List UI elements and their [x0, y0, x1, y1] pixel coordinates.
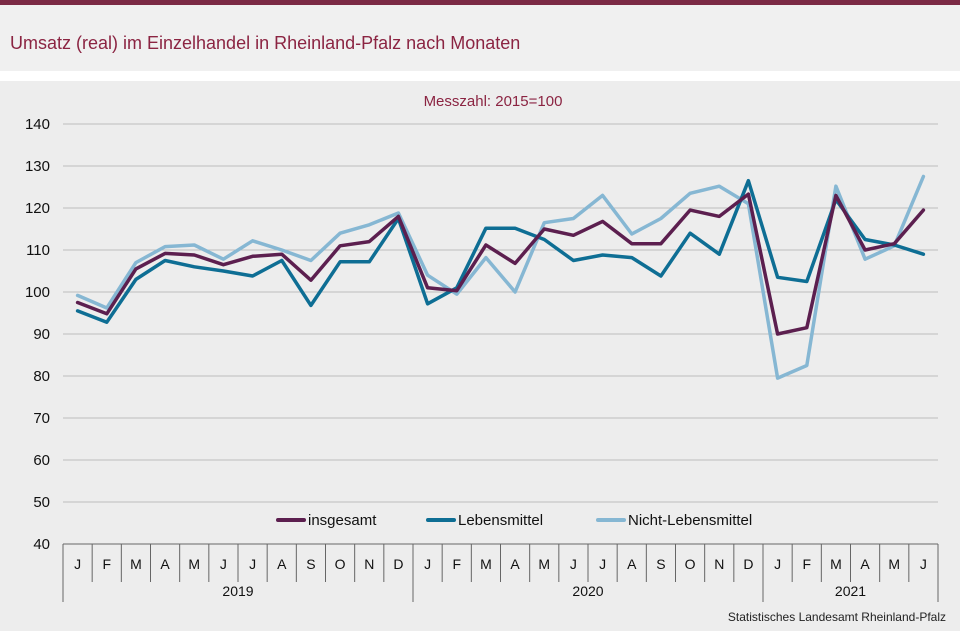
- legend-label: Nicht-Lebensmittel: [628, 512, 752, 529]
- header: Umsatz (real) im Einzelhandel in Rheinla…: [0, 5, 960, 71]
- y-tick-label: 50: [33, 494, 50, 511]
- y-tick-label: 40: [33, 536, 50, 553]
- x-tick-label: M: [888, 556, 900, 572]
- x-tick-label: J: [220, 556, 227, 572]
- x-tick-label: O: [335, 556, 346, 572]
- x-tick-label: S: [656, 556, 665, 572]
- legend-label: insgesamt: [308, 512, 377, 529]
- top-accent-bar: [0, 0, 960, 5]
- y-tick-label: 100: [25, 284, 50, 301]
- x-tick-label: D: [393, 556, 403, 572]
- y-tick-label: 90: [33, 326, 50, 343]
- x-tick-label: A: [160, 556, 170, 572]
- x-tick-label: D: [743, 556, 753, 572]
- x-tick-label: A: [860, 556, 870, 572]
- x-tick-label: N: [364, 556, 374, 572]
- series-line-lebensmittel: [75, 178, 926, 324]
- year-label: 2020: [572, 583, 603, 599]
- x-tick-label: M: [130, 556, 142, 572]
- chart-panel: [0, 81, 960, 631]
- series-line-nicht-lebensmittel: [75, 174, 926, 380]
- year-label: 2019: [222, 583, 253, 599]
- x-tick-label: A: [277, 556, 287, 572]
- x-tick-label: M: [188, 556, 200, 572]
- x-tick-label: F: [452, 556, 461, 572]
- y-tick-label: 140: [25, 116, 50, 133]
- x-tick-label: N: [714, 556, 724, 572]
- x-tick-label: O: [685, 556, 696, 572]
- x-tick-label: S: [306, 556, 315, 572]
- y-tick-label: 120: [25, 200, 50, 217]
- legend-label: Lebensmittel: [458, 512, 543, 529]
- x-tick-label: J: [599, 556, 606, 572]
- x-tick-label: J: [74, 556, 81, 572]
- x-tick-label: F: [102, 556, 111, 572]
- series-line-insgesamt: [75, 192, 926, 336]
- x-tick-label: A: [510, 556, 520, 572]
- x-tick-label: J: [570, 556, 577, 572]
- x-tick-label: J: [424, 556, 431, 572]
- y-tick-label: 110: [26, 242, 50, 259]
- y-tick-label: 80: [33, 368, 50, 385]
- y-tick-label: 70: [33, 410, 50, 427]
- x-tick-label: J: [249, 556, 256, 572]
- x-tick-label: M: [830, 556, 842, 572]
- header-divider: [0, 71, 960, 81]
- y-tick-label: 60: [33, 452, 50, 469]
- x-tick-label: M: [480, 556, 492, 572]
- x-tick-label: J: [774, 556, 781, 572]
- x-tick-label: F: [802, 556, 811, 572]
- year-label: 2021: [835, 583, 866, 599]
- x-tick-label: J: [920, 556, 927, 572]
- page-title: Umsatz (real) im Einzelhandel in Rheinla…: [10, 33, 521, 53]
- source-credit: Statistisches Landesamt Rheinland-Pfalz: [727, 610, 946, 624]
- x-tick-label: A: [627, 556, 637, 572]
- y-tick-label: 130: [25, 158, 50, 175]
- chart-subtitle: Messzahl: 2015=100: [424, 93, 563, 110]
- x-tick-label: M: [538, 556, 550, 572]
